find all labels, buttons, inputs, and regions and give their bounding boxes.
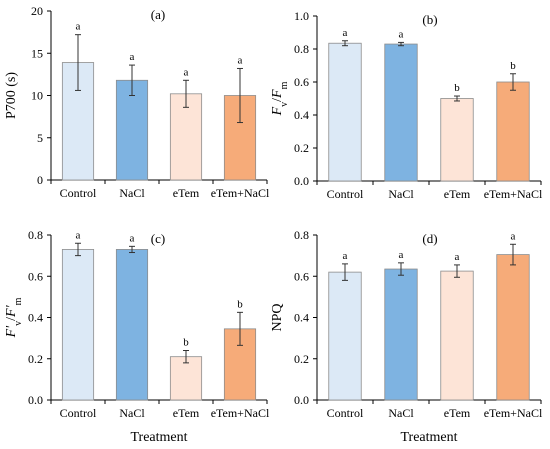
y-tick-label: 0.2 — [294, 352, 309, 366]
category-label: Control — [60, 406, 97, 420]
y-tick-label: 1.0 — [294, 9, 309, 23]
y-tick-label: 0.4 — [294, 108, 309, 122]
significance-letter: a — [130, 51, 135, 63]
category-label: eTem — [173, 406, 200, 420]
significance-letter: a — [455, 251, 460, 263]
y-tick-label: 5 — [37, 131, 43, 145]
y-tick-label: 0.8 — [28, 228, 43, 242]
significance-letter: a — [238, 54, 243, 66]
y-tick-label: 0.8 — [294, 228, 309, 242]
significance-letter: b — [183, 337, 189, 349]
x-axis-title: Treatment — [130, 430, 187, 444]
bar-etem-nacl — [496, 81, 530, 182]
bar-etem-nacl — [496, 254, 530, 401]
significance-letter: a — [130, 232, 135, 244]
y-tick-label: 0.6 — [294, 75, 309, 89]
panel-label: (d) — [422, 231, 437, 246]
y-tick-label: 0.4 — [28, 311, 43, 325]
bar-etem — [169, 356, 203, 401]
significance-letter: a — [343, 27, 348, 39]
category-label: NaCl — [119, 186, 145, 200]
y-axis-title: P700 (s) — [4, 72, 19, 119]
x-axis-title: Treatment — [400, 430, 457, 444]
significance-letter: a — [343, 250, 348, 262]
y-tick-label: 10 — [31, 89, 43, 103]
bar-etem — [440, 98, 474, 182]
bar-control — [61, 249, 95, 401]
significance-letter: a — [76, 21, 81, 33]
category-label: NaCl — [119, 406, 145, 420]
bar-nacl — [115, 79, 149, 181]
y-tick-label: 0.4 — [294, 311, 309, 325]
category-label: eTem — [444, 406, 471, 420]
panel-3: 0.0 0.2 0.4 0.6 0.8 a Control a NaCl b eTem b eTem+N… — [4, 228, 270, 420]
bar-etem — [440, 270, 474, 401]
y-tick-label: 20 — [31, 4, 43, 18]
y-tick-label: 0.0 — [294, 174, 309, 188]
category-label: eTem+NaCl — [211, 186, 270, 200]
significance-letter: b — [510, 60, 516, 72]
y-tick-label: 0.2 — [294, 141, 309, 155]
category-label: eTem+NaCl — [484, 187, 543, 201]
significance-letter: a — [399, 28, 404, 40]
category-label: eTem+NaCl — [211, 406, 270, 420]
category-label: Control — [327, 406, 364, 420]
y-axis-title: NPQ — [270, 303, 285, 331]
bar-control — [328, 271, 362, 401]
significance-letter: b — [454, 82, 460, 94]
y-tick-label: 0.8 — [294, 42, 309, 56]
panel-label: (b) — [422, 12, 437, 27]
category-label: NaCl — [388, 406, 414, 420]
bar-nacl — [384, 43, 418, 182]
panel-label: (a) — [151, 7, 165, 22]
bar-nacl — [115, 249, 149, 401]
category-label: Control — [327, 187, 364, 201]
bar-control — [328, 42, 362, 182]
category-label: eTem — [173, 186, 200, 200]
y-axis-title: F'v/F'm — [4, 297, 24, 338]
significance-letter: a — [76, 229, 81, 241]
significance-letter: a — [184, 66, 189, 78]
y-tick-label: 0.0 — [28, 393, 43, 407]
category-label: eTem — [444, 187, 471, 201]
significance-letter: a — [399, 249, 404, 261]
category-label: Control — [60, 186, 97, 200]
significance-letter: b — [237, 298, 243, 310]
y-tick-label: 0.6 — [28, 269, 43, 283]
category-label: NaCl — [388, 187, 414, 201]
y-tick-label: 0.0 — [294, 393, 309, 407]
y-tick-label: 0 — [37, 173, 43, 187]
y-tick-label: 15 — [31, 46, 43, 60]
category-label: eTem+NaCl — [484, 406, 543, 420]
panel-2: 0.0 0.2 0.4 0.6 0.8 1.0 a Control a NaCl b eTem b eTe… — [270, 9, 543, 201]
bar-nacl — [384, 268, 418, 401]
y-tick-label: 0.6 — [294, 269, 309, 283]
y-axis-title: Fv/Fm — [270, 81, 290, 116]
y-tick-label: 0.2 — [28, 352, 43, 366]
panel-label: (c) — [151, 231, 165, 246]
significance-letter: a — [511, 230, 516, 242]
panel-4: 0.0 0.2 0.4 0.6 0.8 a Control a NaCl a eTem a eTem+N… — [270, 228, 543, 420]
panel-1: 0 5 10 15 20 a Control a NaCl a eTem a eTem+NaCl (a) P… — [4, 4, 270, 200]
